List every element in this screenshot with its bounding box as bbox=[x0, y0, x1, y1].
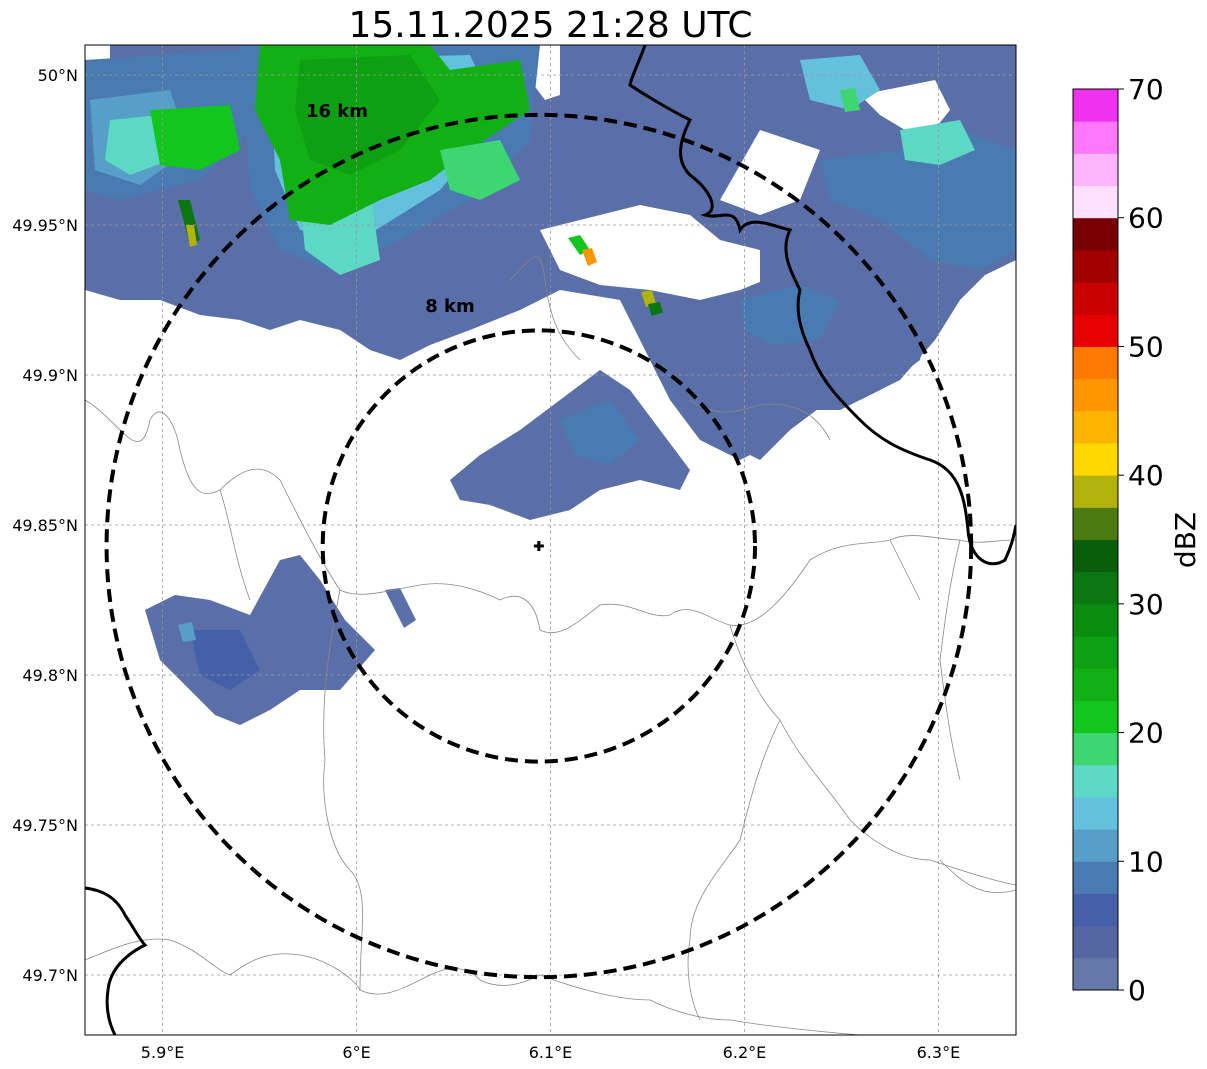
colorbar-tick-30: 30 bbox=[1128, 588, 1164, 621]
lat-tick-label-4: 49.8°N bbox=[22, 666, 78, 685]
colorbar-tick-60: 60 bbox=[1128, 202, 1164, 235]
colorbar-segment-17 bbox=[1073, 410, 1118, 444]
colorbar-tick-70: 70 bbox=[1128, 73, 1164, 106]
colorbar-segment-15 bbox=[1073, 475, 1118, 508]
colorbar-segment-11 bbox=[1073, 603, 1118, 637]
colorbar-segment-5 bbox=[1073, 796, 1118, 830]
colorbar-segment-24 bbox=[1073, 185, 1118, 219]
colorbar-tick-labels: 0 10 20 30 40 50 60 70 bbox=[1118, 73, 1164, 1007]
colorbar-segment-9 bbox=[1073, 668, 1118, 701]
lon-tick-label-1: 6°E bbox=[342, 1043, 370, 1062]
colorbar-segment-23 bbox=[1073, 217, 1118, 251]
colorbar bbox=[1072, 88, 1119, 991]
range-ring-8km bbox=[320, 328, 758, 764]
colorbar-tick-0: 0 bbox=[1128, 974, 1146, 1007]
colorbar-tick-10: 10 bbox=[1128, 845, 1164, 878]
colorbar-tick-50: 50 bbox=[1128, 330, 1164, 363]
colorbar-segment-18 bbox=[1073, 378, 1118, 412]
lat-tick-label-0: 50°N bbox=[38, 66, 78, 85]
colorbar-tick-20: 20 bbox=[1128, 717, 1164, 750]
colorbar-tick-40: 40 bbox=[1128, 459, 1164, 492]
graticule bbox=[85, 45, 1016, 1035]
plot-frame bbox=[84, 44, 1017, 1036]
colorbar-segment-4 bbox=[1073, 829, 1118, 862]
colorbar-label: dBZ bbox=[1169, 512, 1202, 568]
lat-tick-label-2: 49.9°N bbox=[22, 366, 78, 385]
colorbar-segment-19 bbox=[1073, 346, 1118, 380]
colorbar-segment-16 bbox=[1073, 442, 1118, 476]
range-ring-16km bbox=[104, 112, 974, 980]
longitude-tick-labels: 5.9°E 6°E 6.1°E 6.2°E 6.3°E bbox=[141, 1043, 960, 1062]
range-ring-label-8km: 8 km bbox=[425, 296, 475, 317]
lon-tick-label-2: 6.1°E bbox=[529, 1043, 573, 1062]
admin-boundaries bbox=[85, 256, 1016, 1035]
lon-tick-label-3: 6.2°E bbox=[723, 1043, 767, 1062]
colorbar-segment-1 bbox=[1073, 925, 1118, 959]
echo-cell-southwest bbox=[145, 555, 375, 725]
colorbar-segment-12 bbox=[1073, 571, 1118, 605]
echo-cell-central bbox=[450, 370, 690, 520]
lat-tick-label-5: 49.75°N bbox=[12, 816, 78, 835]
lon-tick-label-0: 5.9°E bbox=[141, 1043, 185, 1062]
national-border bbox=[85, 45, 1016, 1035]
colorbar-segment-21 bbox=[1073, 282, 1118, 315]
colorbar-segment-6 bbox=[1073, 764, 1118, 798]
range-ring-label-16km: 16 km bbox=[306, 101, 368, 122]
colorbar-segment-7 bbox=[1073, 732, 1118, 766]
lon-tick-label-4: 6.3°E bbox=[917, 1043, 961, 1062]
colorbar-segment-25 bbox=[1073, 153, 1118, 187]
colorbar-segment-10 bbox=[1073, 636, 1118, 669]
colorbar-segment-8 bbox=[1073, 700, 1118, 734]
colorbar-segment-3 bbox=[1073, 861, 1118, 894]
map-title: 15.11.2025 21:28 UTC bbox=[348, 5, 753, 46]
colorbar-segment-27 bbox=[1073, 89, 1118, 122]
colorbar-segment-13 bbox=[1073, 539, 1118, 573]
colorbar-segment-22 bbox=[1073, 249, 1118, 283]
lat-tick-label-1: 49.95°N bbox=[12, 216, 78, 235]
colorbar-segment-26 bbox=[1073, 121, 1118, 154]
colorbar-segment-0 bbox=[1073, 957, 1118, 991]
colorbar-segment-14 bbox=[1073, 507, 1118, 540]
colorbar-segment-20 bbox=[1073, 314, 1118, 347]
latitude-tick-labels: 50°N 49.95°N 49.9°N 49.85°N 49.8°N 49.75°N 49.… bbox=[12, 66, 78, 985]
lat-tick-label-3: 49.85°N bbox=[12, 516, 78, 535]
colorbar-segment-2 bbox=[1073, 893, 1118, 927]
radar-echoes bbox=[85, 45, 1016, 725]
radar-site-marker bbox=[533, 541, 544, 551]
range-rings bbox=[104, 112, 974, 980]
lat-tick-label-6: 49.7°N bbox=[22, 966, 78, 985]
